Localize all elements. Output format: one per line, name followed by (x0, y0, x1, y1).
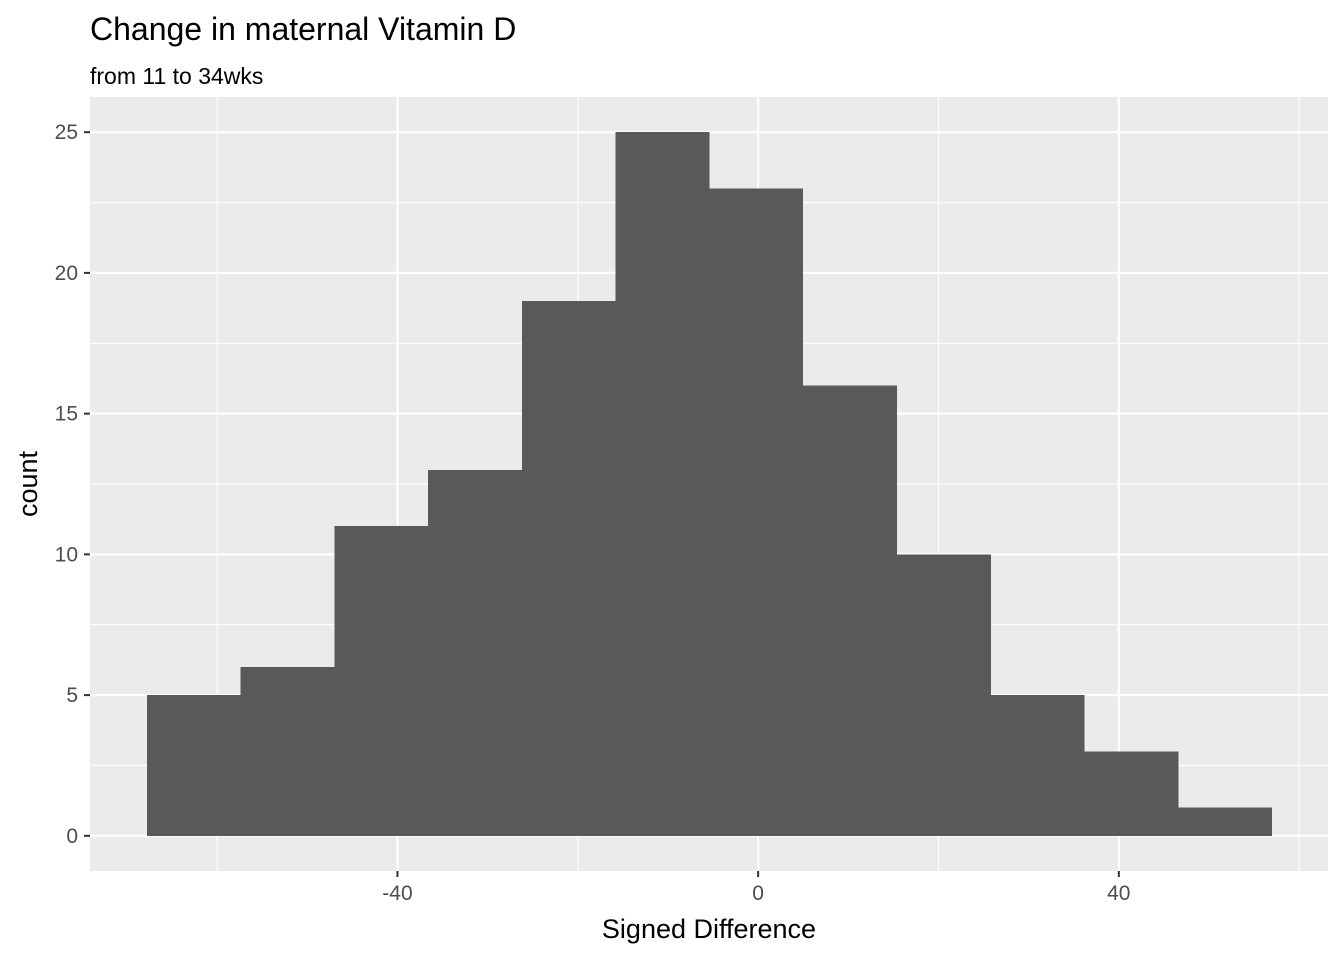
x-tick-label: 0 (752, 882, 764, 905)
y-axis-title: count (13, 450, 43, 517)
y-tick-label: 25 (55, 121, 78, 144)
chart-title: Change in maternal Vitamin D (90, 11, 516, 47)
y-axis: 0 5 10 15 20 25 (55, 121, 90, 848)
histogram-bar (146, 695, 241, 836)
histogram-bar (334, 526, 429, 836)
y-tick-label: 0 (66, 825, 78, 848)
histogram-bar (990, 695, 1085, 836)
histogram-bar (896, 554, 991, 836)
x-axis: -40 0 40 (382, 871, 1130, 905)
y-tick-label: 10 (55, 543, 78, 566)
histogram-bar (615, 132, 710, 836)
chart-subtitle: from 11 to 34wks (90, 63, 263, 89)
x-tick-label: 40 (1107, 882, 1130, 905)
histogram-bar (521, 301, 616, 836)
histogram-bar (428, 469, 522, 836)
histogram-bar (240, 666, 335, 836)
histogram-bars (146, 132, 1273, 836)
histogram-bar (1084, 751, 1179, 836)
y-tick-label: 20 (55, 262, 78, 285)
histogram-bar (1178, 807, 1273, 836)
y-tick-label: 5 (66, 684, 78, 707)
x-tick-label: -40 (382, 882, 412, 905)
y-tick-label: 15 (55, 403, 78, 426)
histogram-bar (709, 188, 804, 836)
histogram-bar (803, 385, 897, 836)
x-axis-title: Signed Difference (602, 914, 816, 944)
